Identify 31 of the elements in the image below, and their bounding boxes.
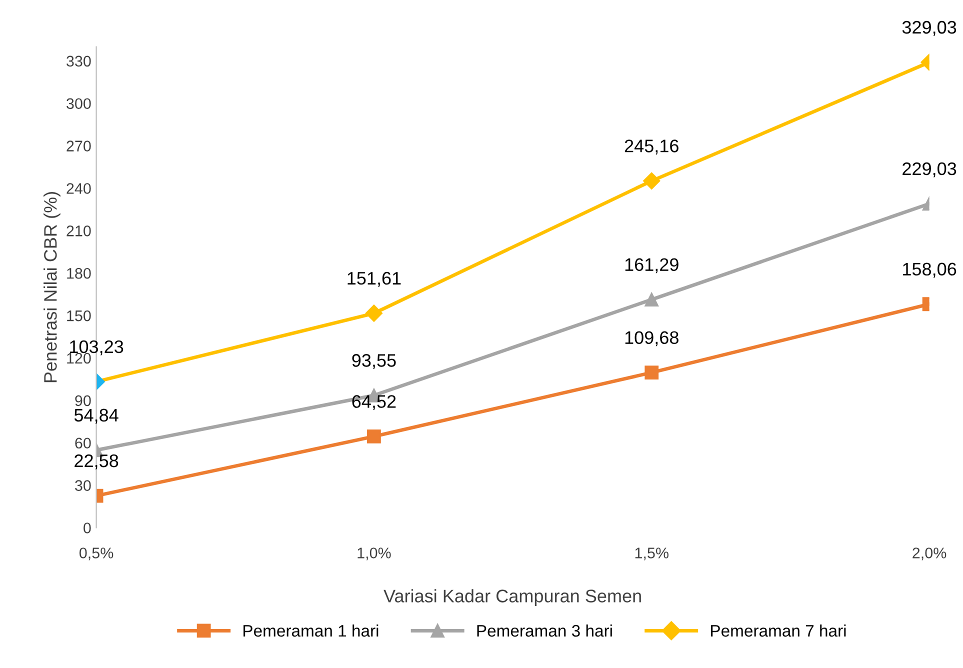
data-label: 151,61 xyxy=(348,272,401,287)
x-tick-label: 1,0% xyxy=(358,548,391,560)
y-tick-label: 210 xyxy=(66,226,91,236)
y-axis-title: Penetrasi Nilai CBR (%) xyxy=(44,192,60,382)
x-axis-title: Variasi Kadar Campuran Semen xyxy=(384,589,641,606)
y-tick-label: 270 xyxy=(66,140,91,152)
data-label: 54,84 xyxy=(74,408,118,424)
data-label: 64,52 xyxy=(352,395,396,410)
y-tick-label: 240 xyxy=(66,183,91,194)
y-tick-label: 0 xyxy=(84,522,91,534)
data-label: 161,29 xyxy=(625,258,678,274)
x-tick-label: 2,0% xyxy=(912,548,946,560)
data-label: 245,16 xyxy=(624,140,678,154)
y-tick-label: 300 xyxy=(66,98,91,110)
y-tick-label: 60 xyxy=(75,438,91,449)
x-tick-label: 1,5% xyxy=(635,548,668,560)
legend-label: Pemeraman 3 hari xyxy=(477,624,612,637)
y-tick-label: 150 xyxy=(67,310,91,322)
data-label: 109,68 xyxy=(625,331,678,346)
data-label: 93,55 xyxy=(352,354,396,369)
y-tick-label: 180 xyxy=(67,268,91,279)
legend-label: Pemeraman 1 hari xyxy=(244,624,378,637)
data-label: 329,03 xyxy=(902,20,956,36)
data-label: 229,03 xyxy=(902,162,956,178)
data-label: 158,06 xyxy=(903,262,956,278)
y-tick-label: 30 xyxy=(75,480,91,491)
data-label: 22,58 xyxy=(74,454,118,470)
y-tick-label: 330 xyxy=(66,56,91,67)
x-tick-label: 0,5% xyxy=(79,548,114,560)
y-tick-label: 90 xyxy=(75,395,91,406)
legend-label: Pemeraman 7 hari xyxy=(711,624,846,637)
